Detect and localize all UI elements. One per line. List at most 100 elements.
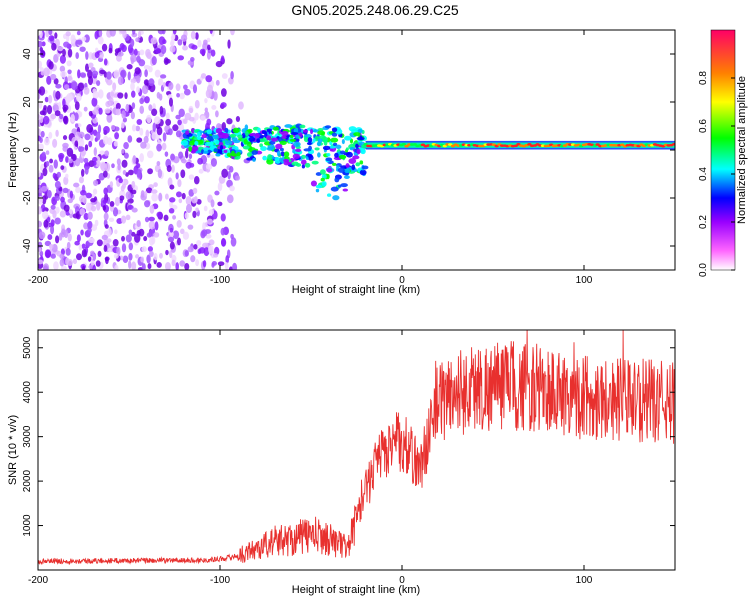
noise-blob [107,227,112,237]
noise-blob [139,97,145,105]
noise-blob [120,185,125,192]
noise-blob [112,238,119,247]
noise-blob [39,115,44,124]
noise-blob [183,84,188,90]
noise-blob [45,150,50,155]
noise-blob [200,115,206,121]
x-tick-label: 0 [399,575,405,586]
signal-blob [211,134,220,140]
noise-blob [141,263,146,270]
signal-blob [303,148,312,152]
noise-blob [74,157,81,167]
noise-blob [54,195,60,201]
signal-blob [279,147,284,152]
noise-blob [153,232,160,238]
noise-blob [43,137,50,146]
noise-blob [114,229,118,235]
noise-blob [59,258,65,267]
noise-blob [51,42,57,51]
noise-blob [50,113,57,120]
signal-blob [180,140,189,146]
noise-blob [122,30,127,39]
noise-blob [70,34,76,44]
noise-blob [59,65,66,73]
x-tick-label: 100 [576,275,593,286]
noise-blob [167,236,175,243]
signal-blob [299,132,303,138]
noise-blob [86,124,94,133]
signal-blob [248,129,252,134]
y-tick-label: -20 [22,190,33,205]
noise-blob [117,163,121,171]
noise-blob [122,255,129,263]
noise-blob [215,79,220,86]
noise-blob [136,230,141,236]
noise-blob [146,51,152,60]
signal-blob [330,137,339,143]
signal-blob [314,147,320,151]
noise-blob [67,69,72,75]
noise-blob [97,250,102,258]
noise-blob [75,93,82,102]
noise-blob [135,125,141,132]
noise-blob [88,62,94,69]
signal-blob [315,188,320,193]
noise-blob [211,105,217,110]
noise-blob [161,30,166,35]
noise-blob [125,191,132,200]
colorbar-ticks: 0.0 0.2 0.4 0.6 0.8 [698,71,735,277]
noise-blob [135,37,140,43]
noise-blob [92,109,99,115]
snr-marks [38,330,675,566]
noise-blob [131,90,136,98]
noise-blob [65,248,71,256]
signal-blob [359,160,364,165]
noise-blob [81,36,87,42]
noise-blob [139,49,145,56]
noise-blob [60,248,66,256]
signal-blob [353,132,361,137]
noise-blob [214,190,220,196]
signal-blob [207,135,213,142]
noise-blob [190,30,196,40]
signal-line-peak [671,142,675,146]
noise-blob [87,256,92,262]
noise-blob [98,89,104,99]
signal-blob [235,149,243,154]
noise-blob [112,207,119,217]
noise-blob [184,212,189,219]
noise-blob [170,153,175,161]
noise-blob [180,158,187,164]
noise-blob [121,122,125,129]
noise-blob [104,108,111,114]
noise-blob [121,159,128,168]
noise-blob [77,82,85,92]
noise-blob [151,189,158,194]
noise-blob [56,171,62,178]
signal-blob [279,140,287,145]
noise-blob [136,162,141,169]
noise-blob [213,253,219,258]
noise-blob [110,124,116,131]
noise-blob [146,150,154,159]
noise-blob [48,164,54,173]
signal-blob [315,184,323,189]
noise-blob [55,206,60,214]
noise-blob [84,166,89,175]
noise-blob [75,52,79,59]
noise-blob [55,129,59,137]
signal-blob [229,133,237,138]
signal-blob [310,180,317,187]
noise-blob [164,262,171,270]
noise-blob [126,64,133,70]
noise-blob [131,102,136,110]
signal-blob [331,162,337,166]
signal-blob [299,124,306,129]
noise-blob [50,253,56,259]
noise-blob [166,165,172,173]
noise-blob [134,233,141,243]
noise-blob [103,170,108,178]
noise-blob [176,92,180,98]
noise-blob [60,70,67,78]
signal-blob [301,159,307,165]
